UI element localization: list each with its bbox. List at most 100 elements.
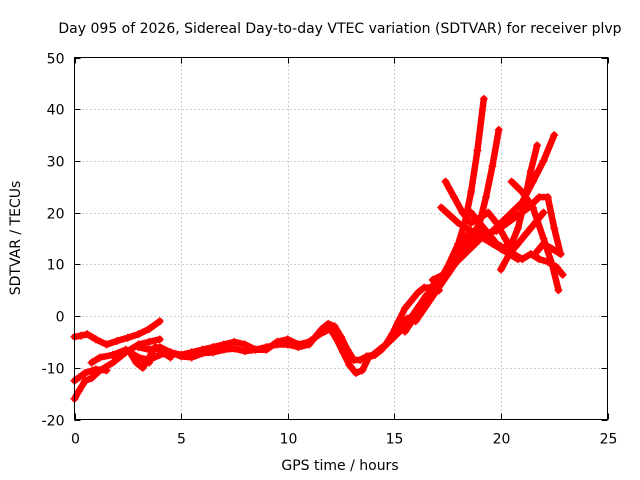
- series-track-18: [418, 286, 444, 310]
- series-track-11: [441, 177, 567, 279]
- y-tick-label--20: -20: [42, 414, 65, 430]
- data-point: [554, 286, 563, 295]
- data-point: [556, 250, 565, 259]
- data-point: [166, 353, 175, 362]
- y-tick-label-50: 50: [47, 52, 65, 68]
- y-tick-label-30: 30: [47, 155, 65, 171]
- series-trace-track-5: [135, 274, 447, 364]
- data-point: [230, 344, 239, 353]
- data-point: [76, 331, 85, 340]
- data-point: [458, 208, 467, 217]
- data-point: [533, 141, 542, 150]
- data-point: [219, 340, 228, 349]
- data-point: [501, 244, 510, 253]
- data-point: [494, 125, 503, 134]
- data-point: [155, 317, 164, 326]
- data-point: [445, 211, 454, 220]
- data-series: [70, 94, 567, 403]
- data-point: [471, 229, 480, 238]
- data-point: [484, 229, 493, 238]
- data-point: [371, 350, 380, 359]
- data-point: [492, 239, 501, 248]
- data-point: [345, 361, 354, 370]
- data-point: [358, 366, 367, 375]
- data-point: [435, 286, 444, 295]
- data-point: [481, 193, 490, 202]
- series-track-2: [70, 335, 164, 403]
- series-trace-track-16: [497, 209, 547, 273]
- series-trace-track-17: [531, 240, 564, 258]
- data-point: [467, 218, 476, 227]
- x-tick-label-15: 15: [386, 432, 404, 448]
- series-track-19: [467, 208, 516, 259]
- data-point: [198, 345, 207, 354]
- data-point: [503, 218, 512, 227]
- x-tick-label-0: 0: [71, 432, 80, 448]
- x-axis-title: GPS time / hours: [281, 458, 398, 474]
- data-point: [81, 376, 90, 385]
- data-point: [449, 193, 458, 202]
- data-point: [91, 365, 100, 374]
- data-point: [507, 177, 516, 186]
- data-point: [531, 218, 540, 227]
- series-track-7: [125, 343, 175, 372]
- x-tick-label-25: 25: [600, 432, 618, 448]
- series-track-1: [70, 317, 164, 349]
- data-point: [177, 350, 186, 359]
- y-tick-label-0: 0: [56, 310, 65, 326]
- series-trace-track-6: [135, 310, 424, 377]
- data-point: [241, 347, 250, 356]
- data-point: [439, 270, 448, 279]
- data-point: [262, 345, 271, 354]
- x-tick-label-10: 10: [280, 432, 298, 448]
- data-point: [518, 187, 527, 196]
- data-point: [548, 260, 557, 269]
- x-tick-label-5: 5: [177, 432, 186, 448]
- plot-frame: [74, 57, 608, 420]
- data-point: [492, 226, 501, 235]
- data-point: [91, 335, 100, 344]
- data-point: [230, 337, 239, 346]
- data-point: [454, 244, 463, 253]
- y-tick-label--10: -10: [42, 362, 65, 378]
- data-point: [471, 239, 480, 248]
- data-point: [134, 330, 143, 339]
- data-point: [87, 374, 96, 383]
- data-point: [339, 348, 348, 357]
- data-point: [513, 239, 522, 248]
- data-point: [484, 208, 493, 217]
- data-point: [460, 250, 469, 259]
- data-point: [151, 343, 160, 352]
- data-point: [449, 260, 458, 269]
- data-point: [479, 94, 488, 103]
- data-point: [138, 363, 147, 372]
- data-point: [294, 340, 303, 349]
- data-point: [462, 224, 471, 233]
- data-point: [413, 288, 422, 297]
- data-point: [145, 353, 154, 362]
- data-point: [145, 337, 154, 346]
- data-point: [157, 348, 166, 357]
- data-point: [535, 255, 544, 264]
- series-track-3: [70, 365, 111, 385]
- data-point: [96, 353, 105, 362]
- data-point: [513, 255, 522, 264]
- series-trace-track-19: [467, 209, 515, 258]
- data-point: [473, 146, 482, 155]
- data-point: [134, 343, 143, 352]
- y-tick-label-20: 20: [47, 207, 65, 223]
- data-point: [356, 356, 365, 365]
- data-point: [379, 343, 388, 352]
- data-point: [108, 358, 117, 367]
- data-point: [407, 296, 416, 305]
- data-point: [102, 366, 111, 375]
- data-point: [326, 325, 335, 333]
- data-point: [418, 301, 427, 310]
- data-point: [467, 208, 476, 217]
- data-point: [550, 224, 559, 233]
- data-point: [548, 244, 557, 253]
- series-trace-track-1: [71, 317, 164, 348]
- data-point: [488, 162, 497, 171]
- data-point: [305, 337, 314, 346]
- data-point: [550, 131, 559, 140]
